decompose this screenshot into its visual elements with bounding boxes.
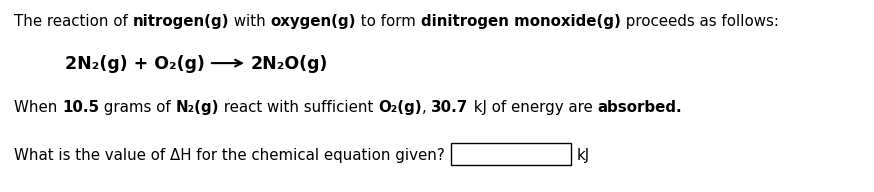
Text: with: with bbox=[229, 14, 271, 29]
Text: When: When bbox=[14, 100, 62, 115]
Bar bbox=[451, 143, 571, 165]
Text: ,: , bbox=[422, 100, 432, 115]
Text: proceeds as follows:: proceeds as follows: bbox=[621, 14, 779, 29]
Text: kJ of energy are: kJ of energy are bbox=[468, 100, 597, 115]
Text: nitrogen(g): nitrogen(g) bbox=[133, 14, 229, 29]
Text: dinitrogen monoxide(g): dinitrogen monoxide(g) bbox=[420, 14, 621, 29]
Text: N₂(g): N₂(g) bbox=[176, 100, 219, 115]
Text: absorbed.: absorbed. bbox=[597, 100, 682, 115]
Text: 2N₂(g) + O₂(g): 2N₂(g) + O₂(g) bbox=[65, 55, 205, 73]
Text: 30.7: 30.7 bbox=[432, 100, 468, 115]
Text: O₂(g): O₂(g) bbox=[378, 100, 422, 115]
Text: What is the value of ΔH for the chemical equation given?: What is the value of ΔH for the chemical… bbox=[14, 148, 445, 163]
Text: 10.5: 10.5 bbox=[62, 100, 99, 115]
Text: kJ: kJ bbox=[577, 148, 590, 163]
Text: react with sufficient: react with sufficient bbox=[219, 100, 378, 115]
Text: grams of: grams of bbox=[99, 100, 176, 115]
Text: 2N₂O(g): 2N₂O(g) bbox=[251, 55, 329, 73]
Text: The reaction of: The reaction of bbox=[14, 14, 133, 29]
Text: to form: to form bbox=[356, 14, 420, 29]
Text: oxygen(g): oxygen(g) bbox=[271, 14, 356, 29]
